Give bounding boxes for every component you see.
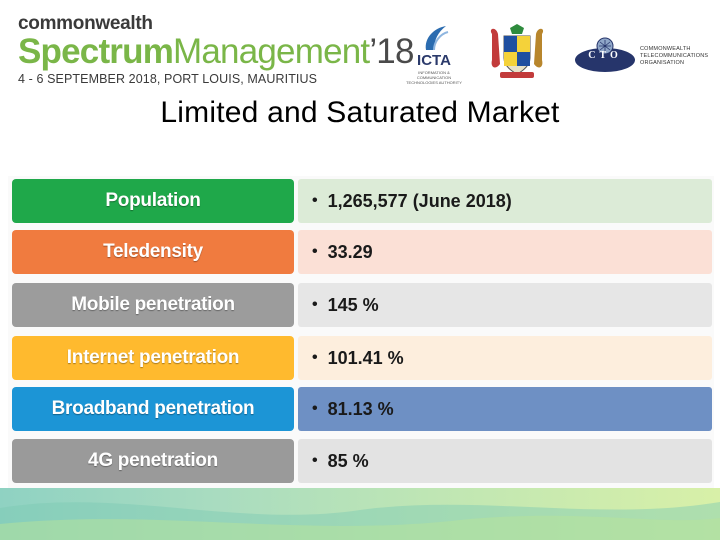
stat-row-internet-penetration: Internet penetration • 101.41 % [12, 336, 716, 380]
stat-row-mobile-penetration: Mobile penetration • 145 % [12, 283, 716, 327]
brand-management: Management [173, 32, 370, 71]
brand-spectrum: Spectrum [18, 32, 174, 71]
brand-main-text: SpectrumManagement’18 [18, 33, 414, 71]
bullet-icon: • [312, 243, 318, 260]
bullet-icon: • [312, 349, 318, 366]
stat-row-broadband-penetration: Broadband penetration • 81.13 % [12, 387, 716, 431]
coat-of-arms-icon [490, 24, 544, 78]
stat-value-box: • 1,265,577 (June 2018) [298, 179, 712, 223]
icta-logo: ICTA INFORMATION & COMMUNICATION TECHNOL… [404, 22, 464, 85]
event-brand: commonwealth SpectrumManagement’18 4 - 6… [18, 13, 414, 87]
stat-value-box: • 81.13 % [298, 387, 712, 431]
stat-label: Mobile penetration [12, 283, 294, 327]
cto-org-name: COMMONWEALTH TELECOMMUNICATIONS ORGANISA… [640, 46, 709, 66]
stat-label: Teledensity [12, 230, 294, 274]
bullet-icon: • [312, 400, 318, 417]
brand-year: ’18 [369, 32, 414, 71]
stat-value-box: • 85 % [298, 439, 712, 483]
stat-value-box: • 33.29 [298, 230, 712, 274]
stat-label: 4G penetration [12, 439, 294, 483]
stat-value: 81.13 % [327, 398, 394, 419]
stat-row-4g-penetration: 4G penetration • 85 % [12, 439, 716, 483]
stat-label: Broadband penetration [12, 387, 294, 431]
stat-value: 85 % [327, 450, 369, 471]
icta-label: ICTA [417, 52, 451, 69]
conference-header: commonwealth SpectrumManagement’18 4 - 6… [0, 0, 720, 92]
stat-value: 1,265,577 (June 2018) [327, 190, 512, 211]
market-stats-table: Population • 1,265,577 (June 2018) Telede… [8, 176, 714, 488]
cto-logo-icon [575, 37, 635, 72]
stat-row-teledensity: Teledensity • 33.29 [12, 230, 716, 274]
stat-value-box: • 101.41 % [298, 336, 712, 380]
icta-swoosh-icon [425, 26, 449, 51]
event-date: 4 - 6 SEPTEMBER 2018, PORT LOUIS, MAURIT… [18, 72, 318, 86]
stat-value: 33.29 [327, 241, 373, 262]
bullet-icon: • [312, 452, 318, 469]
stat-value-box: • 145 % [298, 283, 712, 327]
icta-subtitle: INFORMATION & COMMUNICATION TECHNOLOGIES… [406, 70, 462, 85]
stat-value: 101.41 % [327, 347, 404, 368]
stat-row-population: Population • 1,265,577 (June 2018) [12, 179, 716, 223]
cto-label: CTO [588, 50, 622, 61]
stat-label: Internet penetration [12, 336, 294, 380]
brand-top-text: commonwealth [18, 13, 153, 34]
stat-value: 145 % [327, 294, 379, 315]
bullet-icon: • [312, 192, 318, 209]
footer-wave-decoration [0, 502, 720, 540]
bullet-icon: • [312, 296, 318, 313]
slide-title: Limited and Saturated Market [160, 96, 560, 129]
stat-label: Population [12, 179, 294, 223]
